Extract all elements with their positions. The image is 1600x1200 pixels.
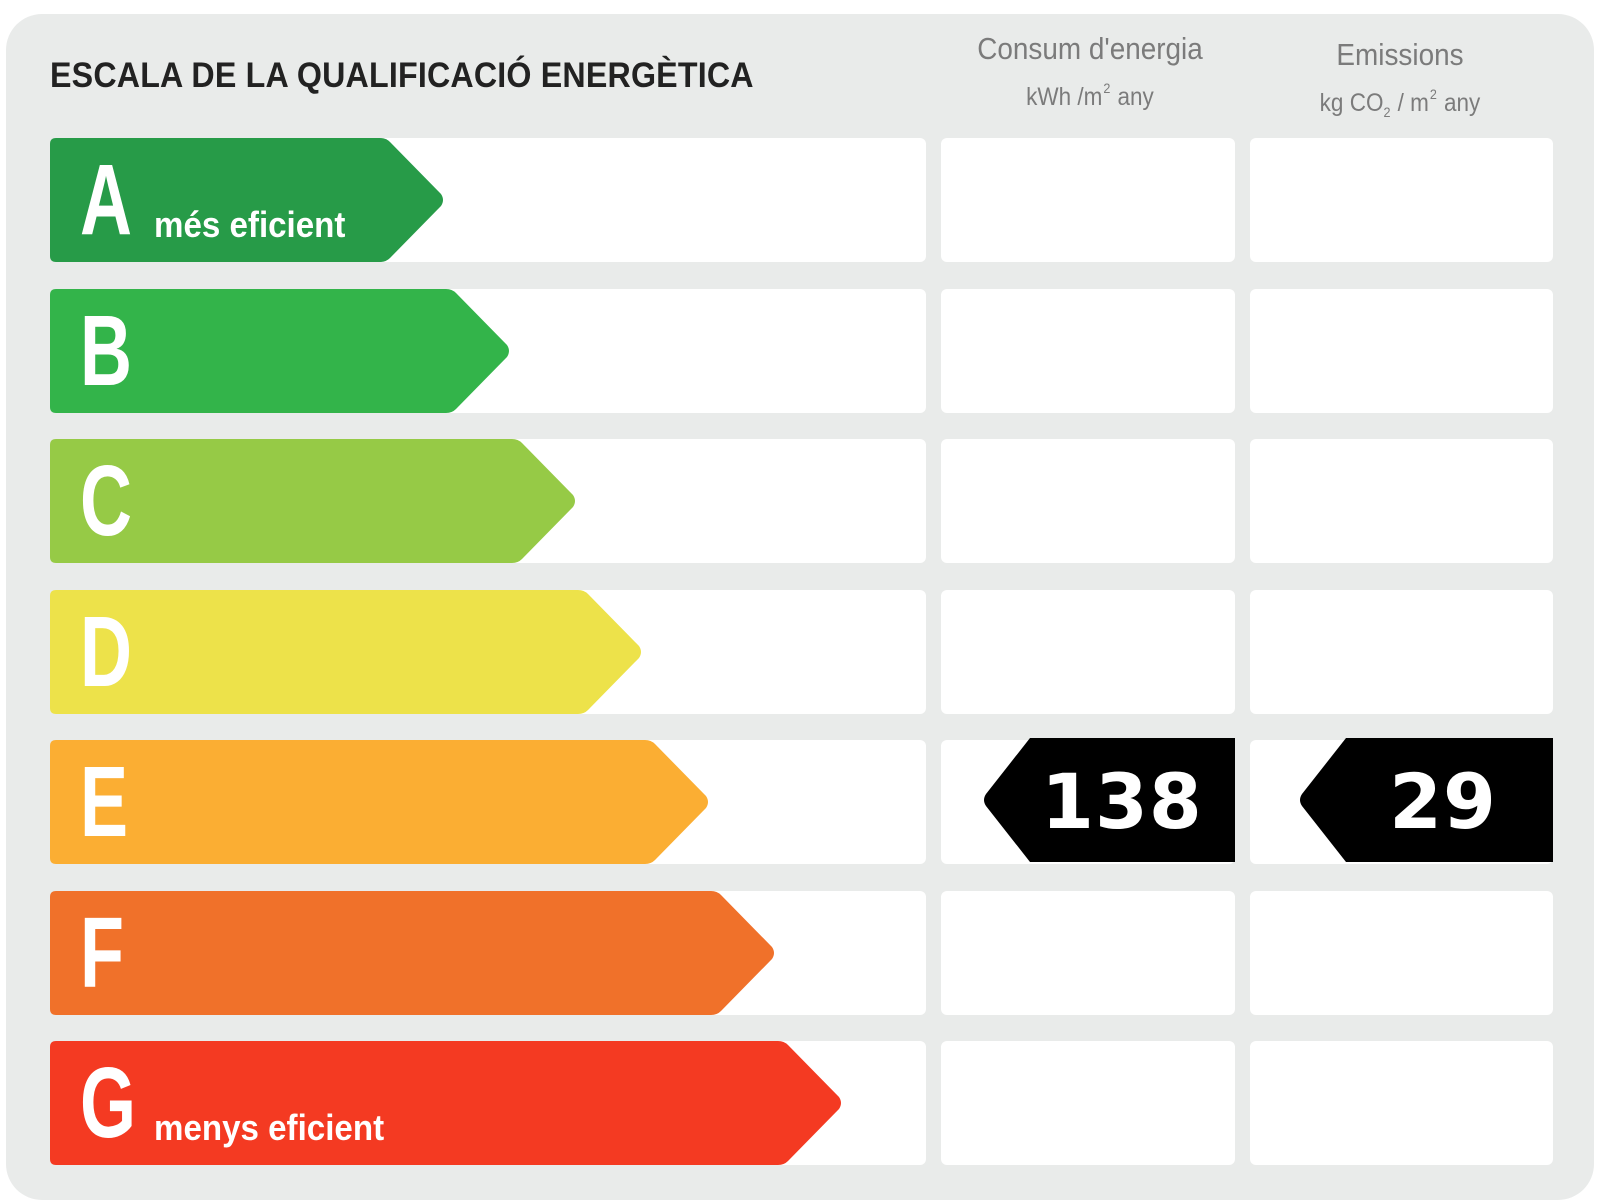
- rating-arrow-b: B: [50, 289, 511, 413]
- rating-arrow-a: A més eficient: [50, 138, 445, 262]
- rating-sublabel-g: menys eficient: [154, 1107, 385, 1148]
- energy-value: 138: [1041, 757, 1203, 846]
- rating-letter-a: A: [80, 144, 132, 256]
- rating-letter-e: E: [80, 746, 129, 858]
- energy-cell-b: [941, 289, 1235, 413]
- emissions-column-header: Emissions kg CO2/ m2 any: [1250, 36, 1550, 132]
- rating-letter-b: B: [80, 295, 132, 407]
- rating-arrow-shape-a: [50, 138, 443, 262]
- rating-arrow-g: G menys eficient: [50, 1041, 843, 1165]
- energy-cell-f: [941, 891, 1235, 1015]
- energy-column-unit: kWh /m2 any: [1026, 80, 1154, 111]
- rating-letter-f: F: [80, 897, 124, 1009]
- energy-value-marker: 138: [982, 738, 1235, 862]
- energy-cell-d: [941, 590, 1235, 714]
- emissions-cell-g: [1250, 1041, 1553, 1165]
- energy-marker-shape: [984, 738, 1235, 862]
- rating-letter-d: D: [80, 596, 132, 708]
- emissions-column-title: Emissions: [1336, 37, 1464, 72]
- rating-arrow-shape-e: [50, 740, 708, 864]
- emissions-cell-b: [1250, 289, 1553, 413]
- rating-arrow-e: E: [50, 740, 710, 864]
- emissions-marker-shape: [1300, 738, 1553, 862]
- rating-arrow-shape-f: [50, 891, 774, 1015]
- rating-letter-c: C: [80, 445, 132, 557]
- energy-cell-a: [941, 138, 1235, 262]
- energy-cell-c: [941, 439, 1235, 563]
- emissions-column-unit: kg CO2/ m2 any: [1319, 86, 1481, 120]
- emissions-cell-d: [1250, 590, 1553, 714]
- rating-arrow-c: C: [50, 439, 577, 563]
- energy-column-header: Consum d'energia kWh /m2 any: [940, 30, 1240, 117]
- emissions-value: 29: [1389, 757, 1497, 846]
- rating-sublabel-a: més eficient: [154, 204, 346, 245]
- rating-arrow-shape-c: [50, 439, 575, 563]
- rating-arrow-shape-b: [50, 289, 509, 413]
- energy-cell-g: [941, 1041, 1235, 1165]
- energy-column-title: Consum d'energia: [977, 31, 1203, 66]
- emissions-cell-f: [1250, 891, 1553, 1015]
- emissions-cell-c: [1250, 439, 1553, 563]
- rating-arrow-shape-d: [50, 590, 641, 714]
- emissions-cell-a: [1250, 138, 1553, 262]
- page-title: ESCALA DE LA QUALIFICACIÓ ENERGÈTICA: [50, 56, 754, 95]
- rating-arrow-f: F: [50, 891, 776, 1015]
- rating-arrow-shape-g: [50, 1041, 841, 1165]
- rating-arrow-d: D: [50, 590, 643, 714]
- emissions-value-marker: 29: [1298, 738, 1553, 862]
- rating-letter-g: G: [80, 1047, 137, 1159]
